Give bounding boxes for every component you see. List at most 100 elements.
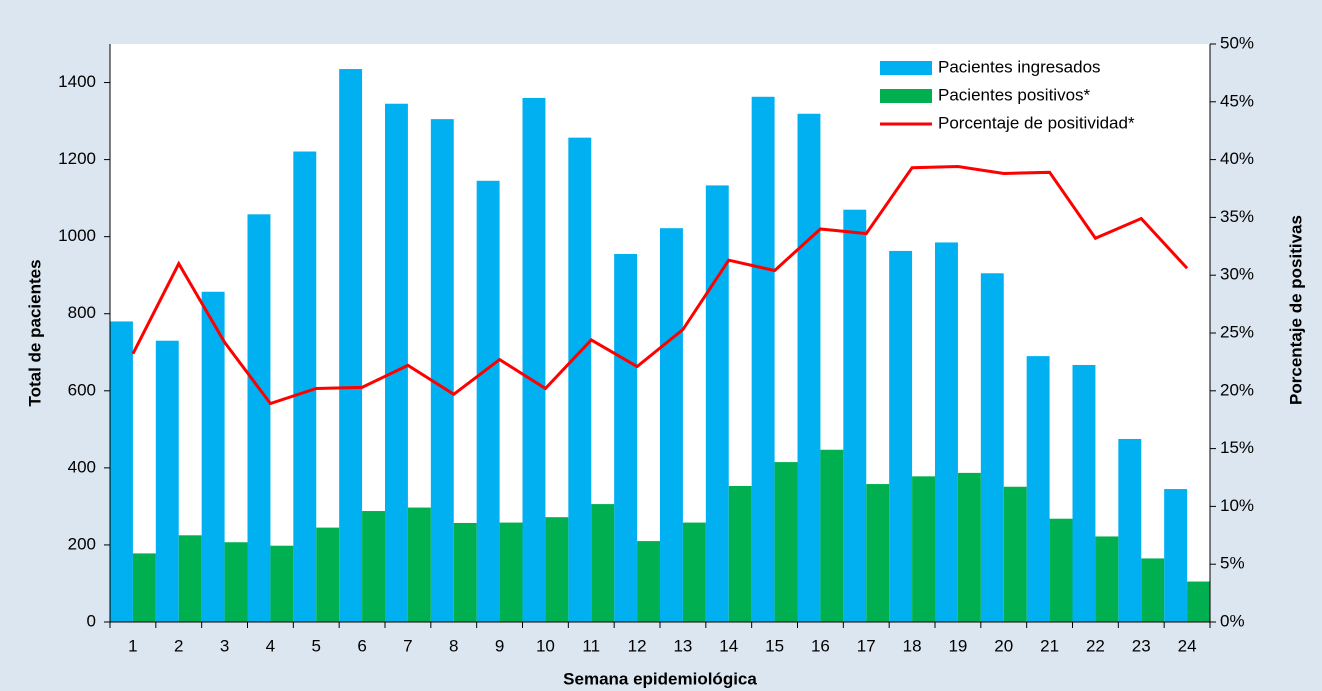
x-tick-label: 10: [536, 636, 555, 655]
x-tick-label: 3: [220, 636, 229, 655]
bar: [339, 69, 363, 622]
bar: [797, 113, 821, 622]
x-tick-label: 1: [128, 636, 137, 655]
bar: [430, 119, 454, 622]
y2-tick-label: 35%: [1220, 207, 1254, 226]
x-tick-label: 6: [357, 636, 366, 655]
legend-label: Porcentaje de positividad*: [938, 113, 1135, 132]
y-tick-label: 1200: [58, 149, 96, 168]
bar: [1118, 438, 1142, 622]
bar: [224, 542, 248, 622]
bar: [935, 242, 958, 623]
bar: [1164, 489, 1188, 622]
bar: [293, 151, 317, 622]
bar: [316, 527, 340, 622]
bar: [522, 97, 546, 623]
x-tick-label: 24: [1178, 636, 1197, 655]
x-tick-label: 17: [857, 636, 876, 655]
y-tick-label: 400: [68, 457, 96, 476]
bar: [1187, 581, 1210, 622]
x-tick-label: 15: [765, 636, 784, 655]
x-tick-label: 11: [582, 636, 600, 655]
bar: [889, 250, 913, 622]
legend-label: Pacientes ingresados: [938, 57, 1101, 76]
x-tick-label: 13: [673, 636, 692, 655]
bar: [614, 254, 638, 623]
y2-tick-label: 45%: [1220, 91, 1254, 110]
x-tick-label: 20: [994, 636, 1013, 655]
bar: [591, 504, 615, 622]
y2-tick-label: 40%: [1220, 149, 1254, 168]
bar: [178, 535, 202, 622]
bar: [820, 449, 844, 622]
x-tick-label: 7: [403, 636, 412, 655]
y-axis-title: Total de pacientes: [25, 259, 44, 406]
bar: [545, 517, 569, 622]
y2-tick-label: 20%: [1220, 380, 1254, 399]
y-tick-label: 1000: [58, 226, 96, 245]
bar: [912, 476, 935, 622]
bar: [201, 291, 225, 622]
bar: [637, 541, 660, 622]
bar: [1003, 486, 1027, 622]
x-tick-label: 8: [449, 636, 458, 655]
bar: [774, 462, 798, 622]
bar: [132, 553, 156, 622]
y2-tick-label: 5%: [1220, 554, 1245, 573]
x-tick-label: 4: [266, 636, 275, 655]
bar: [568, 137, 592, 623]
bar: [453, 522, 477, 622]
y-tick-label: 600: [68, 380, 96, 399]
x-tick-label: 16: [811, 636, 830, 655]
bar: [843, 209, 867, 622]
y-tick-label: 1400: [58, 72, 96, 91]
x-tick-label: 5: [312, 636, 321, 655]
bar: [980, 273, 1004, 622]
legend-swatch: [880, 61, 932, 75]
bar: [1026, 356, 1050, 622]
x-axis-title: Semana epidemiológica: [563, 669, 757, 688]
x-tick-label: 22: [1086, 636, 1105, 655]
bar: [705, 185, 729, 622]
bar: [385, 103, 408, 622]
bar: [728, 485, 752, 622]
bar: [1049, 518, 1073, 622]
bar: [270, 545, 294, 622]
bar: [362, 511, 385, 622]
bar: [1141, 558, 1165, 622]
y-tick-label: 800: [68, 303, 96, 322]
legend-swatch: [880, 89, 932, 103]
x-tick-label: 2: [174, 636, 183, 655]
bar: [682, 522, 706, 622]
bar: [110, 321, 133, 622]
y-tick-label: 200: [68, 534, 96, 553]
x-tick-label: 18: [903, 636, 922, 655]
y2-tick-label: 30%: [1220, 265, 1254, 284]
x-tick-label: 14: [719, 636, 738, 655]
bar: [866, 484, 890, 622]
y2-tick-label: 25%: [1220, 322, 1254, 341]
bar: [155, 340, 179, 622]
y2-tick-label: 50%: [1220, 33, 1254, 52]
bar: [660, 228, 683, 622]
y2-tick-label: 10%: [1220, 496, 1254, 515]
bar: [1095, 536, 1119, 622]
bar: [751, 96, 775, 623]
y2-tick-label: 0%: [1220, 611, 1245, 630]
x-tick-label: 9: [495, 636, 504, 655]
y2-axis-title: Porcentaje de positivas: [1286, 215, 1305, 405]
y-tick-label: 0: [87, 611, 96, 630]
bar: [407, 507, 431, 622]
bar: [499, 522, 523, 622]
bar: [1072, 364, 1096, 622]
line: [131, 165, 1189, 406]
y2-tick-label: 15%: [1220, 438, 1254, 457]
bar: [247, 214, 271, 623]
bar: [476, 180, 500, 622]
legend-label: Pacientes positivos*: [938, 85, 1091, 104]
x-tick-label: 21: [1040, 636, 1059, 655]
x-tick-label: 12: [628, 636, 647, 655]
bar: [957, 472, 981, 622]
x-tick-label: 23: [1132, 636, 1151, 655]
